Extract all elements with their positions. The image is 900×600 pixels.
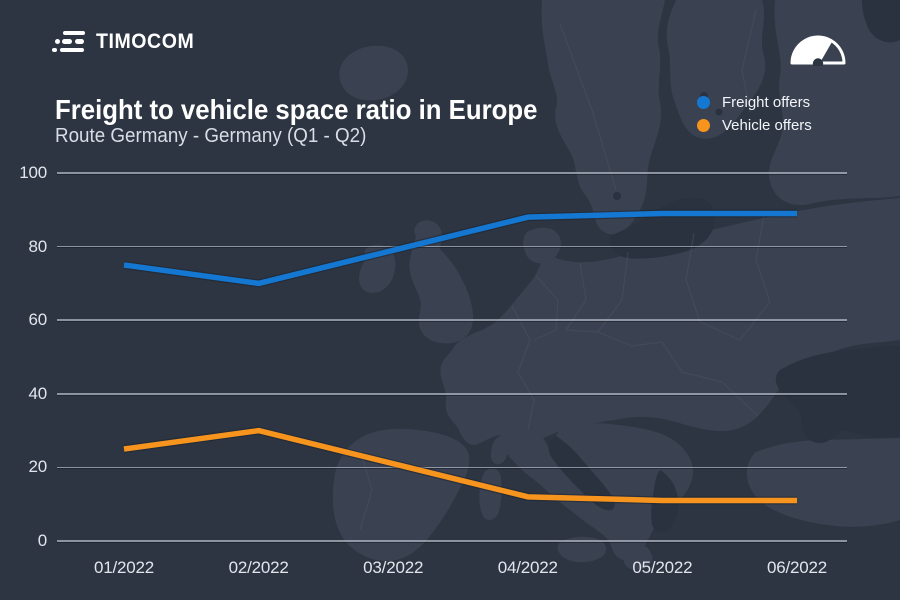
logo-text: TIMOCOM — [96, 30, 195, 53]
legend-label: Freight offers — [722, 94, 811, 111]
y-tick-label: 20 — [28, 457, 47, 477]
freight-offers-dot-icon — [697, 96, 710, 109]
x-tick-label: 02/2022 — [228, 558, 289, 577]
vehicle-offers-dot-icon — [697, 119, 710, 132]
y-gridline — [57, 540, 847, 542]
y-gridline — [57, 319, 847, 321]
vehicle-offers-line-shadow — [123, 426, 797, 505]
legend-item-freight-offers: Freight offers — [697, 94, 812, 111]
y-gridline — [57, 172, 847, 174]
legend-label: Vehicle offers — [722, 117, 812, 134]
vehicle-offers-line — [123, 427, 797, 504]
y-gridline — [57, 245, 847, 248]
y-tick-label: 0 — [37, 531, 47, 550]
chart-subtitle: Route Germany - Germany (Q1 - Q2) — [55, 125, 367, 147]
y-gridline — [57, 466, 847, 469]
x-tick-label: 01/2022 — [93, 558, 155, 577]
y-tick-label: 80 — [28, 236, 47, 256]
truck-speed-lines-icon — [52, 30, 87, 54]
speedometer-gauge-icon — [790, 35, 846, 66]
chart-title: Freight to vehicle space ratio in Europe — [55, 94, 538, 125]
x-tick-label: 05/2022 — [632, 558, 693, 577]
freight-offers-line — [123, 210, 797, 287]
y-tick-label: 60 — [28, 310, 47, 330]
x-tick-label: 04/2022 — [497, 558, 558, 577]
legend-item-vehicle-offers: Vehicle offers — [697, 117, 812, 134]
y-tick-label: 40 — [28, 383, 47, 403]
y-gridline — [57, 393, 847, 395]
chart-legend: Freight offers Vehicle offers — [697, 94, 812, 134]
freight-offers-line-shadow — [123, 209, 797, 288]
timocom-logo: TIMOCOM — [52, 30, 202, 54]
x-tick-label: 03/2022 — [363, 558, 424, 577]
y-tick-label: 100 — [19, 163, 47, 182]
x-tick-label: 06/2022 — [766, 558, 828, 577]
